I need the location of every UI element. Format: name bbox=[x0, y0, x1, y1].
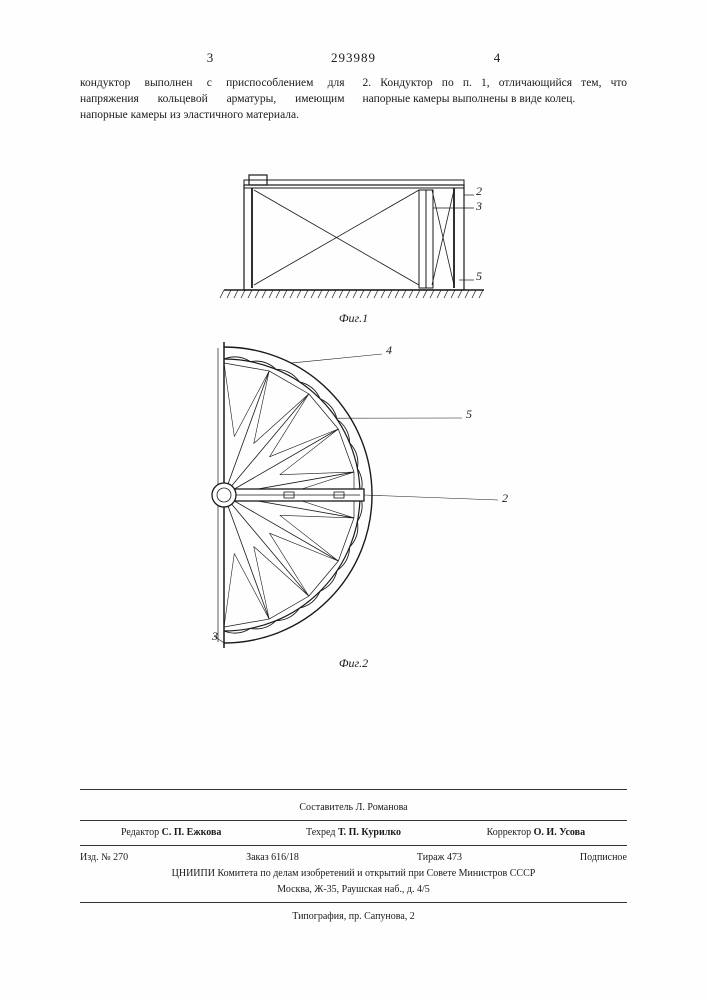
svg-text:2: 2 bbox=[476, 184, 482, 198]
typography-line: Типография, пр. Сапунова, 2 bbox=[80, 903, 627, 925]
corrector-cell: Корректор О. И. Усова bbox=[445, 825, 627, 841]
izd-cell: Изд. № 270 bbox=[80, 850, 128, 866]
tech-cell: Техред Т. П. Курилко bbox=[262, 825, 444, 841]
right-column-text: 2. Кондуктор по п. 1, отличающийся тем, … bbox=[363, 75, 628, 123]
text-columns: кондуктор выполнен с приспособлением для… bbox=[80, 75, 627, 123]
address-line: Москва, Ж-35, Раушская наб., д. 4/5 bbox=[80, 882, 627, 898]
org-line: ЦНИИПИ Комитета по делам изобретений и о… bbox=[80, 866, 627, 882]
tirazh-cell: Тираж 473 bbox=[417, 850, 462, 866]
footer-block: Составитель Л. Романова Редактор С. П. Е… bbox=[80, 789, 627, 925]
svg-text:2: 2 bbox=[502, 491, 508, 505]
left-column-text: кондуктор выполнен с приспособлением для… bbox=[80, 75, 345, 123]
publication-block: Изд. № 270 Заказ 616/18 Тираж 473 Подпис… bbox=[80, 846, 627, 903]
col-number-left: 3 bbox=[80, 50, 340, 66]
svg-text:5: 5 bbox=[476, 269, 482, 283]
col-number-right: 4 bbox=[367, 50, 627, 66]
fig2-caption: Фиг.2 bbox=[339, 656, 368, 671]
editor-cell: Редактор С. П. Ежкова bbox=[80, 825, 262, 841]
svg-text:3: 3 bbox=[211, 629, 218, 643]
editor-row: Редактор С. П. Ежкова Техред Т. П. Курил… bbox=[80, 821, 627, 846]
svg-text:5: 5 bbox=[466, 407, 472, 421]
zakaz-cell: Заказ 616/18 bbox=[246, 850, 299, 866]
podpisnoe-cell: Подписное bbox=[580, 850, 627, 866]
fig1-caption: Фиг.1 bbox=[339, 311, 368, 326]
svg-text:3: 3 bbox=[475, 199, 482, 213]
figure-1: 23 5 bbox=[214, 170, 494, 305]
svg-text:4: 4 bbox=[386, 343, 392, 357]
compiler-line: Составитель Л. Романова bbox=[80, 796, 627, 821]
figures-area: 235 Фиг.1 4523 Фиг.2 bbox=[0, 170, 707, 685]
figure-2: 4 5 2 3 bbox=[194, 340, 514, 650]
